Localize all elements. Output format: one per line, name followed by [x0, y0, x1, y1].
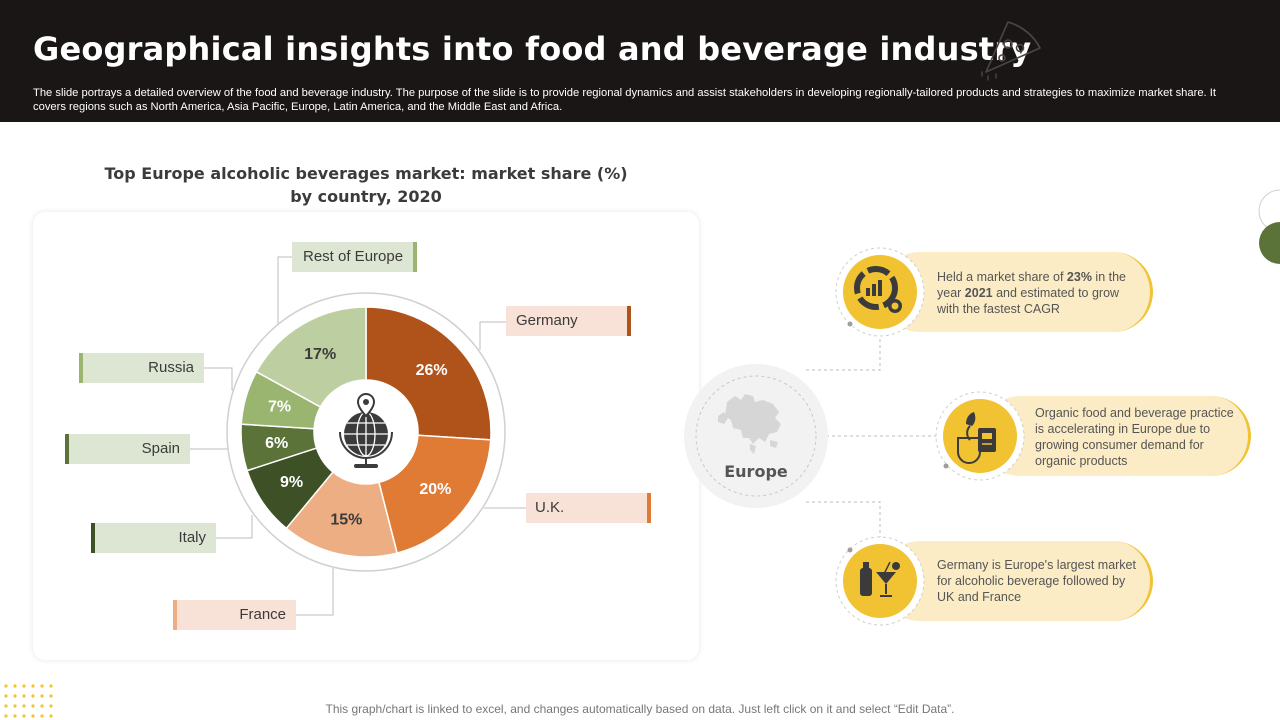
label-france: France	[173, 600, 296, 630]
decor-circle-green	[1259, 222, 1280, 264]
label-spain: Spain	[65, 434, 190, 464]
insight-text-1: Held a market share of 23% in the year 2…	[937, 270, 1127, 316]
insight-box-3	[880, 541, 1153, 621]
insight-box-1	[880, 252, 1153, 332]
pizza-slice-icon	[981, 21, 1041, 81]
donut-value-label: 26%	[416, 362, 448, 379]
label-germany: Germany	[506, 306, 631, 336]
donut-value-label: 9%	[280, 474, 303, 491]
donut-value-label: 17%	[304, 346, 336, 363]
label-italy: Italy	[91, 523, 216, 553]
page-subtitle: The slide portrays a detailed overview o…	[33, 87, 1216, 113]
chart-title: Top Europe alcoholic beverages market: m…	[104, 164, 628, 206]
insight-text-2: Organic food and beverage practice is ac…	[1035, 406, 1234, 468]
donut-value-label: 7%	[268, 398, 291, 415]
page-title: Geographical insights into food and beve…	[33, 30, 1032, 68]
label-russia: Russia	[79, 353, 204, 383]
donut-value-label: 6%	[265, 435, 288, 452]
decor-dot-grid	[4, 684, 53, 718]
label-rest-of-europe: Rest of Europe	[292, 242, 417, 272]
donut-value-label: 20%	[419, 481, 451, 498]
header-banner: Geographical insights into food and beve…	[0, 0, 1280, 122]
globe-pin-icon	[339, 392, 393, 468]
label-uk: U.K.	[526, 493, 651, 523]
insight-text-3: Germany is Europe's largest market for a…	[937, 558, 1136, 604]
donut-value-label: 15%	[330, 511, 362, 528]
footer-note: This graph/chart is linked to excel, and…	[325, 702, 955, 716]
decor-circle-outline	[1258, 189, 1280, 233]
region-label: Europe	[724, 462, 788, 481]
insight-box-2	[980, 396, 1251, 476]
